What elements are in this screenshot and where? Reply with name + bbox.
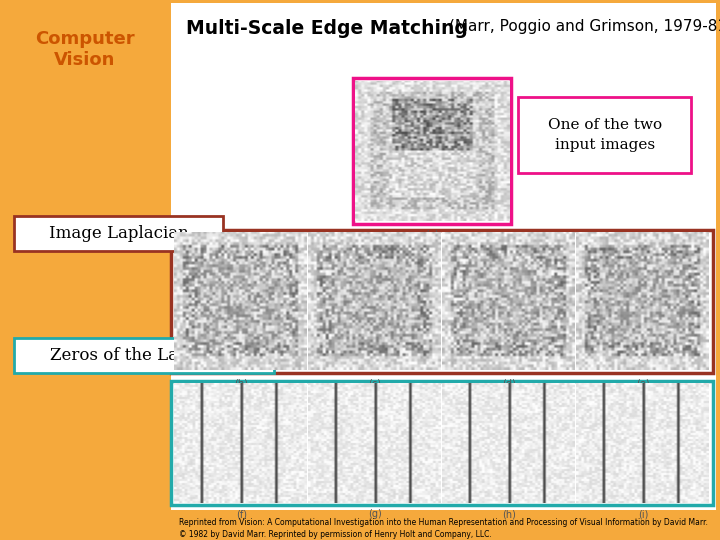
Text: © 1982 by David Marr. Reprinted by permission of Henry Holt and Company, LLC.: © 1982 by David Marr. Reprinted by permi… [179, 530, 491, 539]
Text: (f): (f) [235, 509, 247, 519]
Bar [0, 0, 169, 540]
Text: (h): (h) [502, 509, 516, 519]
Bar [353, 78, 511, 224]
Text: (g): (g) [368, 509, 382, 519]
Bar [518, 97, 691, 173]
Bar [171, 3, 716, 510]
Text: Vision: Vision [54, 51, 116, 69]
Text: (Marr, Poggio and Grimson, 1979-81): (Marr, Poggio and Grimson, 1979-81) [449, 19, 720, 34]
Text: Reprinted from Vision: A Computational Investigation into the Human Representati: Reprinted from Vision: A Computational I… [179, 518, 708, 528]
Text: (e): (e) [636, 378, 649, 388]
Bar [171, 381, 713, 505]
Text: (d): (d) [502, 378, 516, 388]
Bar [14, 338, 274, 373]
Bar [14, 216, 223, 251]
Text: (b): (b) [234, 378, 248, 388]
Bar [171, 230, 713, 373]
Text: One of the two
input images: One of the two input images [548, 118, 662, 152]
Text: (i): (i) [638, 509, 648, 519]
Text: (c): (c) [369, 378, 382, 388]
Text: Zeros of the Laplacian: Zeros of the Laplacian [50, 347, 238, 363]
Text: Computer: Computer [35, 30, 135, 48]
Text: Image Laplacian: Image Laplacian [49, 225, 189, 242]
Text: (a): (a) [426, 230, 438, 240]
Text: Multi-Scale Edge Matching: Multi-Scale Edge Matching [186, 19, 474, 38]
